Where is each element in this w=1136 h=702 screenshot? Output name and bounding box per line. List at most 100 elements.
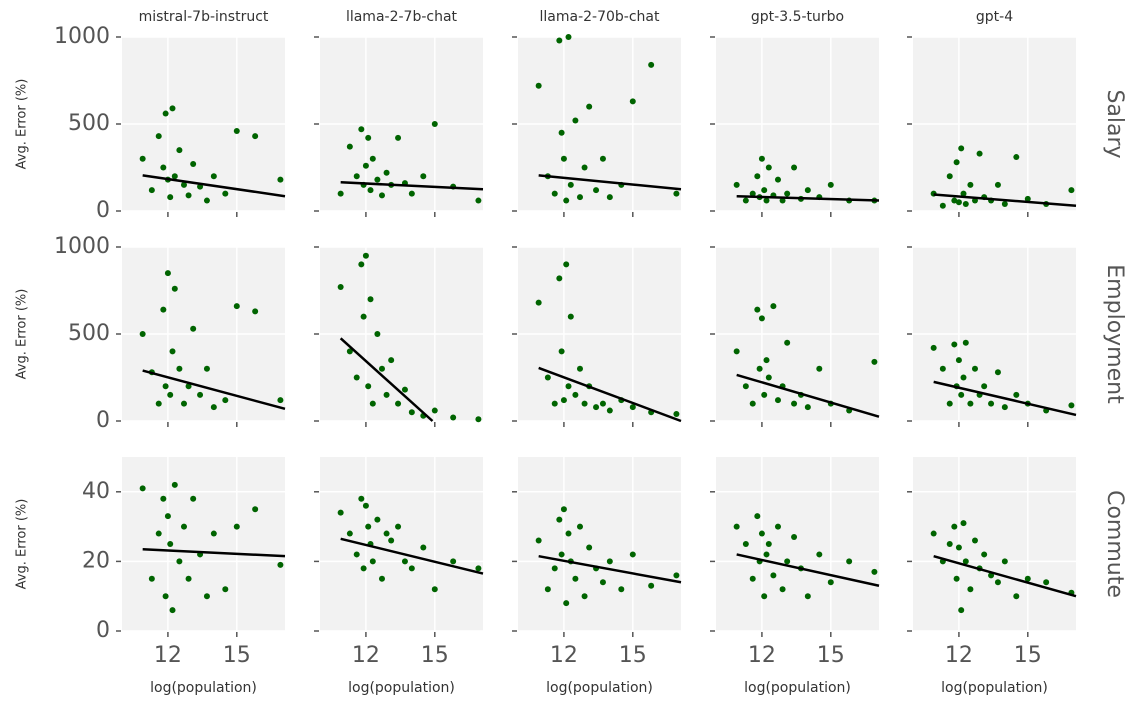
point (185, 575, 192, 582)
point (139, 155, 146, 162)
point (139, 485, 146, 492)
point (576, 365, 583, 372)
panel-background (320, 457, 483, 631)
y-tick-label: 20 (82, 548, 110, 573)
point (162, 593, 169, 600)
point (960, 190, 967, 197)
panel-title: llama-2-70b-chat (540, 9, 660, 25)
point (374, 331, 381, 337)
point (967, 400, 974, 407)
x-axis-label: log(population) (744, 680, 851, 696)
point (1024, 195, 1031, 202)
point (939, 365, 946, 372)
point (337, 284, 344, 291)
y-tick-label: 0 (96, 618, 110, 643)
point (791, 164, 798, 171)
point (939, 202, 946, 209)
point (383, 530, 390, 537)
point (846, 558, 853, 565)
point (164, 513, 171, 520)
point (139, 331, 146, 337)
point (1001, 201, 1008, 208)
point (958, 145, 965, 152)
point (367, 296, 374, 303)
point (475, 416, 482, 423)
point (277, 397, 284, 404)
trend-line (339, 337, 434, 422)
point (976, 150, 983, 157)
row-label: Salary (1102, 89, 1127, 158)
row-label: Employment (1102, 264, 1127, 404)
x-tick-label: 15 (619, 643, 647, 668)
point (401, 386, 408, 393)
point (955, 199, 962, 206)
point (971, 537, 978, 544)
point (673, 572, 680, 579)
point (395, 134, 402, 141)
point (544, 374, 551, 381)
point (784, 558, 791, 565)
point (171, 173, 178, 180)
point (756, 365, 763, 372)
point (353, 551, 360, 558)
point (558, 129, 565, 136)
point (618, 586, 625, 593)
point (804, 187, 811, 194)
point (958, 607, 965, 614)
x-axis-label: log(population) (546, 680, 653, 696)
point (565, 34, 572, 40)
point (551, 565, 558, 572)
point (606, 194, 613, 201)
point (162, 383, 169, 390)
x-tick-label: 12 (154, 643, 182, 668)
point (765, 164, 772, 171)
point (155, 400, 162, 407)
point (558, 348, 565, 355)
point (365, 134, 372, 141)
point (599, 579, 606, 586)
x-axis-label: log(population) (150, 680, 257, 696)
point (556, 37, 563, 44)
point (378, 575, 385, 582)
point (337, 190, 344, 197)
y-tick-label: 1000 (54, 234, 110, 259)
point (593, 404, 600, 411)
point (994, 181, 1001, 188)
point (784, 339, 791, 346)
point (176, 147, 183, 154)
point (395, 400, 402, 407)
point (233, 303, 240, 310)
point (971, 365, 978, 372)
point (450, 414, 457, 421)
point (395, 523, 402, 530)
point (252, 133, 259, 140)
point (962, 201, 969, 208)
point (346, 348, 353, 355)
point (369, 558, 376, 565)
point (629, 98, 636, 105)
point (353, 374, 360, 381)
point (362, 252, 369, 259)
point (1013, 593, 1020, 600)
point (563, 600, 570, 607)
point (1001, 404, 1008, 411)
point (1068, 187, 1075, 194)
point (401, 558, 408, 565)
x-tick-label: 12 (945, 643, 973, 668)
point (233, 127, 240, 134)
point (606, 407, 613, 414)
point (733, 181, 740, 188)
point (958, 391, 965, 398)
point (408, 409, 415, 416)
point (222, 397, 229, 404)
point (742, 383, 749, 390)
point (749, 575, 756, 582)
point (827, 579, 834, 586)
point (871, 358, 878, 365)
point (733, 523, 740, 530)
point (946, 400, 953, 407)
panel-background (518, 457, 681, 631)
point (420, 173, 427, 180)
point (770, 303, 777, 310)
trend-line (340, 537, 484, 575)
